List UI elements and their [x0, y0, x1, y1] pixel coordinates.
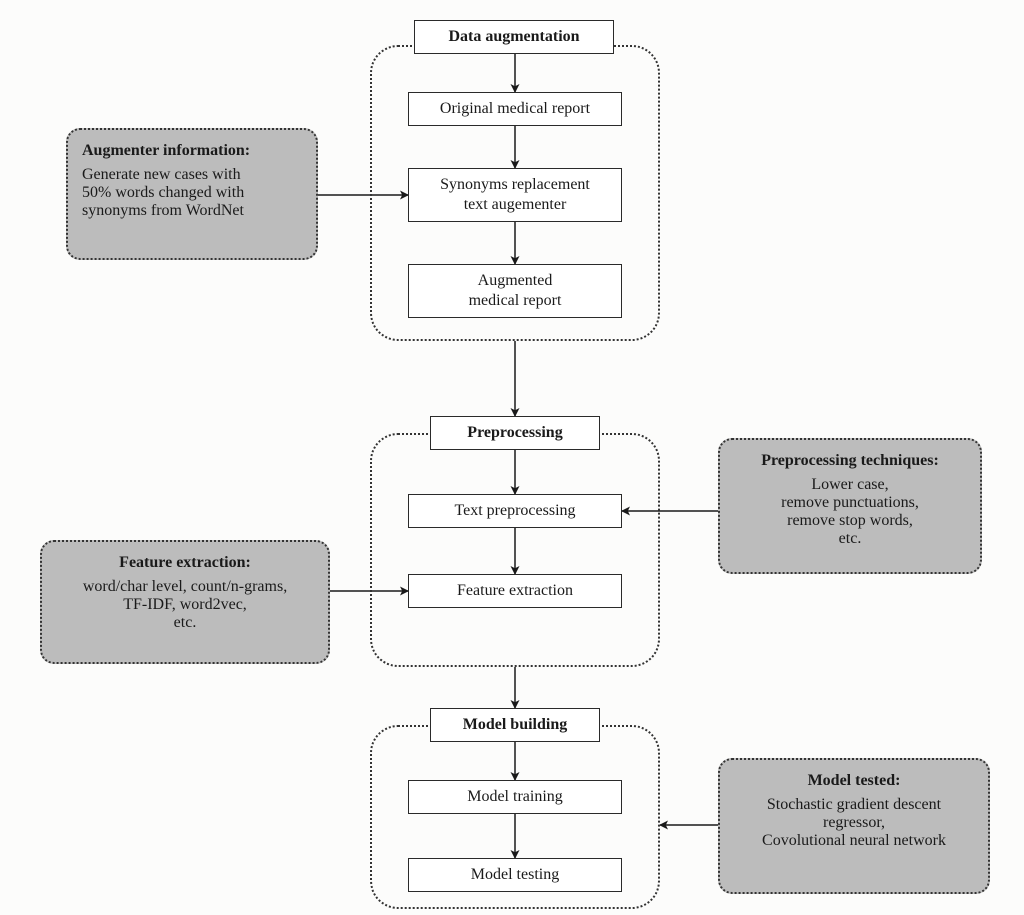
n-augmented-report-label: Augmented medical report [469, 271, 562, 311]
n-augmented-report: Augmented medical report [408, 264, 622, 318]
n-text-preproc-label: Text preprocessing [454, 501, 575, 521]
n-preproc-title: Preprocessing [430, 416, 600, 450]
n-data-aug-title: Data augmentation [414, 20, 614, 54]
note-feature-body: word/char level, count/n-grams, TF-IDF, … [56, 578, 314, 632]
note-preproc-body: Lower case, remove punctuations, remove … [734, 476, 966, 548]
note-model: Model tested: Stochastic gradient descent… [718, 758, 990, 894]
n-model-training-label: Model training [467, 787, 563, 807]
n-model-testing: Model testing [408, 858, 622, 892]
n-feature-extract: Feature extraction [408, 574, 622, 608]
n-model-title-label: Model building [463, 715, 567, 735]
n-original-report-label: Original medical report [440, 99, 590, 119]
n-model-title: Model building [430, 708, 600, 742]
n-feature-extract-label: Feature extraction [457, 581, 573, 601]
note-preproc-title: Preprocessing techniques: [734, 452, 966, 470]
flowchart-stage: Data augmentation Original medical report… [0, 0, 1024, 915]
n-text-preproc: Text preprocessing [408, 494, 622, 528]
n-model-testing-label: Model testing [471, 865, 559, 885]
n-model-training: Model training [408, 780, 622, 814]
n-original-report: Original medical report [408, 92, 622, 126]
n-synonyms-label: Synonyms replacement text augementer [440, 175, 590, 215]
n-synonyms: Synonyms replacement text augementer [408, 168, 622, 222]
note-augmenter-body: Generate new cases with 50% words change… [82, 166, 302, 220]
note-augmenter: Augmenter information: Generate new cases… [66, 128, 318, 260]
note-feature: Feature extraction: word/char level, coun… [40, 540, 330, 664]
n-preproc-title-label: Preprocessing [467, 423, 562, 443]
note-feature-title: Feature extraction: [56, 554, 314, 572]
note-augmenter-title: Augmenter information: [82, 142, 302, 160]
n-data-aug-title-label: Data augmentation [448, 27, 579, 47]
frame-preprocessing [370, 433, 660, 667]
note-model-body: Stochastic gradient descent regressor, C… [734, 796, 974, 850]
note-preproc: Preprocessing techniques: Lower case, rem… [718, 438, 982, 574]
note-model-title: Model tested: [734, 772, 974, 790]
